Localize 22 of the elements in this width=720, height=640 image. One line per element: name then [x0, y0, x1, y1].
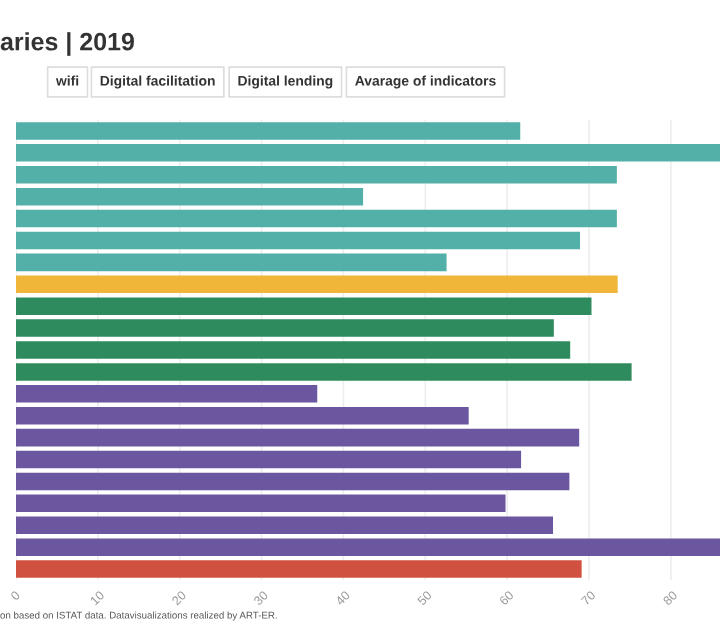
bar: [16, 144, 720, 162]
bar: [16, 560, 582, 578]
bar: [16, 494, 506, 513]
bar: [16, 275, 618, 294]
bar: [16, 319, 554, 337]
bar: [16, 122, 521, 140]
bar: [16, 363, 632, 381]
bar: [16, 450, 522, 469]
bar: [16, 209, 617, 228]
bar: [16, 538, 720, 556]
bar: [16, 231, 581, 250]
bar: [16, 341, 571, 359]
bar: [16, 166, 617, 184]
bar: [16, 472, 570, 491]
bar: [16, 516, 553, 534]
chart-title: aries | 2019: [0, 32, 134, 56]
bar: [16, 406, 469, 425]
bar: [16, 297, 592, 315]
bar: [16, 253, 447, 272]
bar: [16, 385, 318, 403]
bar: [16, 428, 580, 447]
bar: [16, 187, 364, 206]
